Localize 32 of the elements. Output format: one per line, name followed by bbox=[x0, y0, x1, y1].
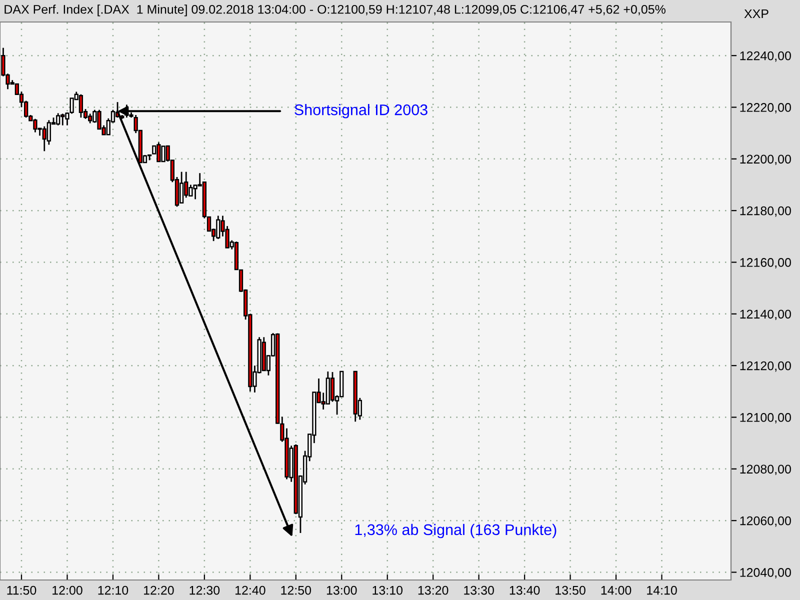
y-tick-label: 12040,00 bbox=[740, 568, 791, 578]
x-tick-label: 13:20 bbox=[418, 586, 448, 595]
y-tick-label: 12140,00 bbox=[740, 310, 791, 320]
annotation: 1,33% ab Signal (163 Punkte) bbox=[355, 524, 556, 538]
x-tick-label: 11:50 bbox=[7, 586, 36, 595]
x-tick-label: 12:50 bbox=[281, 586, 312, 595]
x-tick-label: 12:10 bbox=[98, 586, 128, 595]
candlestick bbox=[330, 371, 335, 402]
candlestick bbox=[78, 94, 84, 118]
x-tick-label: 14:00 bbox=[601, 586, 632, 595]
y-tick-label: 12220,00 bbox=[740, 103, 791, 114]
x-tick-label: 12:30 bbox=[190, 586, 220, 595]
y-tick-label: 12200,00 bbox=[740, 154, 791, 166]
y-tick-label: 12180,00 bbox=[740, 206, 791, 217]
y-tick-label: 12160,00 bbox=[740, 258, 791, 268]
y-tick-label: 12120,00 bbox=[740, 361, 791, 372]
x-tick-label: 13:30 bbox=[464, 586, 494, 595]
y-tick-label: 12080,00 bbox=[740, 464, 791, 476]
x-tick-label: 12:40 bbox=[235, 586, 266, 595]
text: XXP bbox=[744, 9, 768, 18]
y-tick-label: 12100,00 bbox=[740, 413, 791, 424]
x-tick-label: 13:10 bbox=[372, 586, 403, 595]
chart-title: DAX Perf. Index [.DAX 1 Minute] 09.02.2018 13:04:00 - O:12100,59 H:12107,48 L:12099,05 C:12106,47 +5,62 +0,05% bbox=[4, 4, 666, 16]
y-tick-label: 12240,00 bbox=[740, 51, 791, 62]
x-tick-label: 13:40 bbox=[510, 586, 540, 595]
x-tick-label: 13:50 bbox=[556, 586, 586, 595]
annotation: Shortsignal ID 2003 bbox=[294, 104, 428, 118]
x-tick-label: 12:00 bbox=[52, 586, 82, 595]
x-tick-label: 12:20 bbox=[144, 586, 174, 595]
x-tick-label: 14:10 bbox=[647, 586, 677, 595]
y-tick-label: 12060,00 bbox=[740, 516, 791, 527]
x-tick-label: 13:00 bbox=[326, 586, 357, 595]
